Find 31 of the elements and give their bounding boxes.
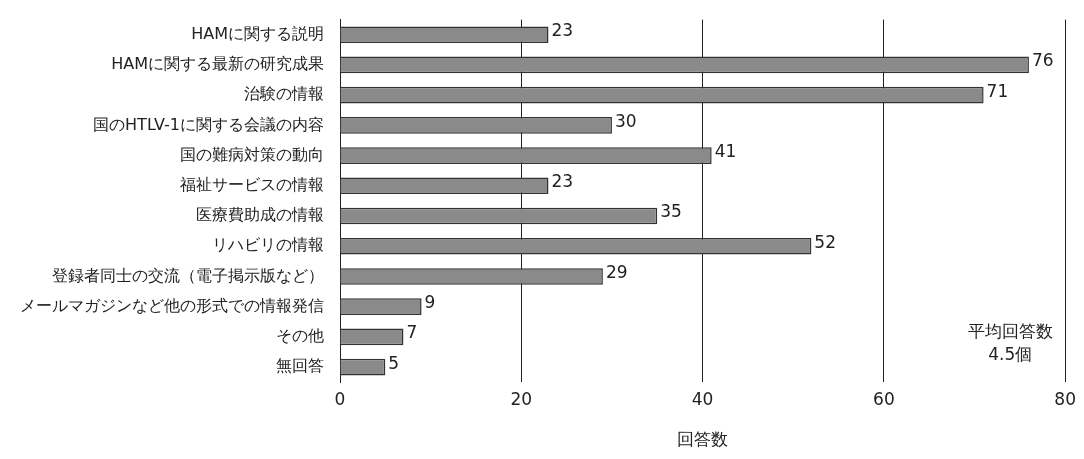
data-label: 23 bbox=[551, 20, 574, 41]
annotation: 平均回答数 4.5個 bbox=[967, 320, 1053, 364]
data-label: 23 bbox=[551, 171, 574, 192]
data-label: 52 bbox=[814, 231, 837, 252]
x-tick-label: 40 bbox=[691, 388, 714, 409]
y-tick-label: その他 bbox=[276, 326, 324, 346]
data-label: 76 bbox=[1031, 50, 1054, 71]
y-tick-label: HAMに関する説明 bbox=[191, 23, 324, 43]
y-tick-label: 登録者同士の交流（電子掲示版など） bbox=[52, 265, 324, 285]
data-label: 29 bbox=[605, 261, 628, 282]
y-tick-label: 治験の情報 bbox=[244, 84, 324, 104]
y-tick-label: 福祉サービスの情報 bbox=[180, 174, 324, 194]
data-label: 30 bbox=[614, 110, 637, 131]
data-label: 7 bbox=[406, 322, 418, 343]
x-tick-label: 60 bbox=[873, 388, 895, 409]
x-tick-label: 0 bbox=[334, 388, 346, 409]
y-tick-label: HAMに関する最新の研究成果 bbox=[111, 54, 324, 74]
y-tick-label: 医療費助成の情報 bbox=[196, 205, 324, 225]
y-tick-label: リハビリの情報 bbox=[212, 235, 324, 255]
x-tick-label: 20 bbox=[510, 388, 533, 409]
data-label: 9 bbox=[424, 292, 436, 313]
x-tick-label: 80 bbox=[1054, 388, 1076, 409]
data-label: 5 bbox=[388, 352, 400, 373]
data-label: 35 bbox=[660, 201, 682, 222]
y-tick-label: メールマガジンなど他の形式での情報発信 bbox=[20, 295, 324, 315]
y-tick-label: 国のHTLV-1に関する会議の内容 bbox=[93, 114, 324, 134]
data-label: 41 bbox=[714, 141, 737, 161]
x-axis-title: 回答数 bbox=[677, 429, 729, 450]
y-tick-label: 無回答 bbox=[276, 356, 324, 376]
y-tick-label: 国の難病対策の動向 bbox=[180, 144, 324, 164]
data-label: 71 bbox=[986, 80, 1009, 101]
